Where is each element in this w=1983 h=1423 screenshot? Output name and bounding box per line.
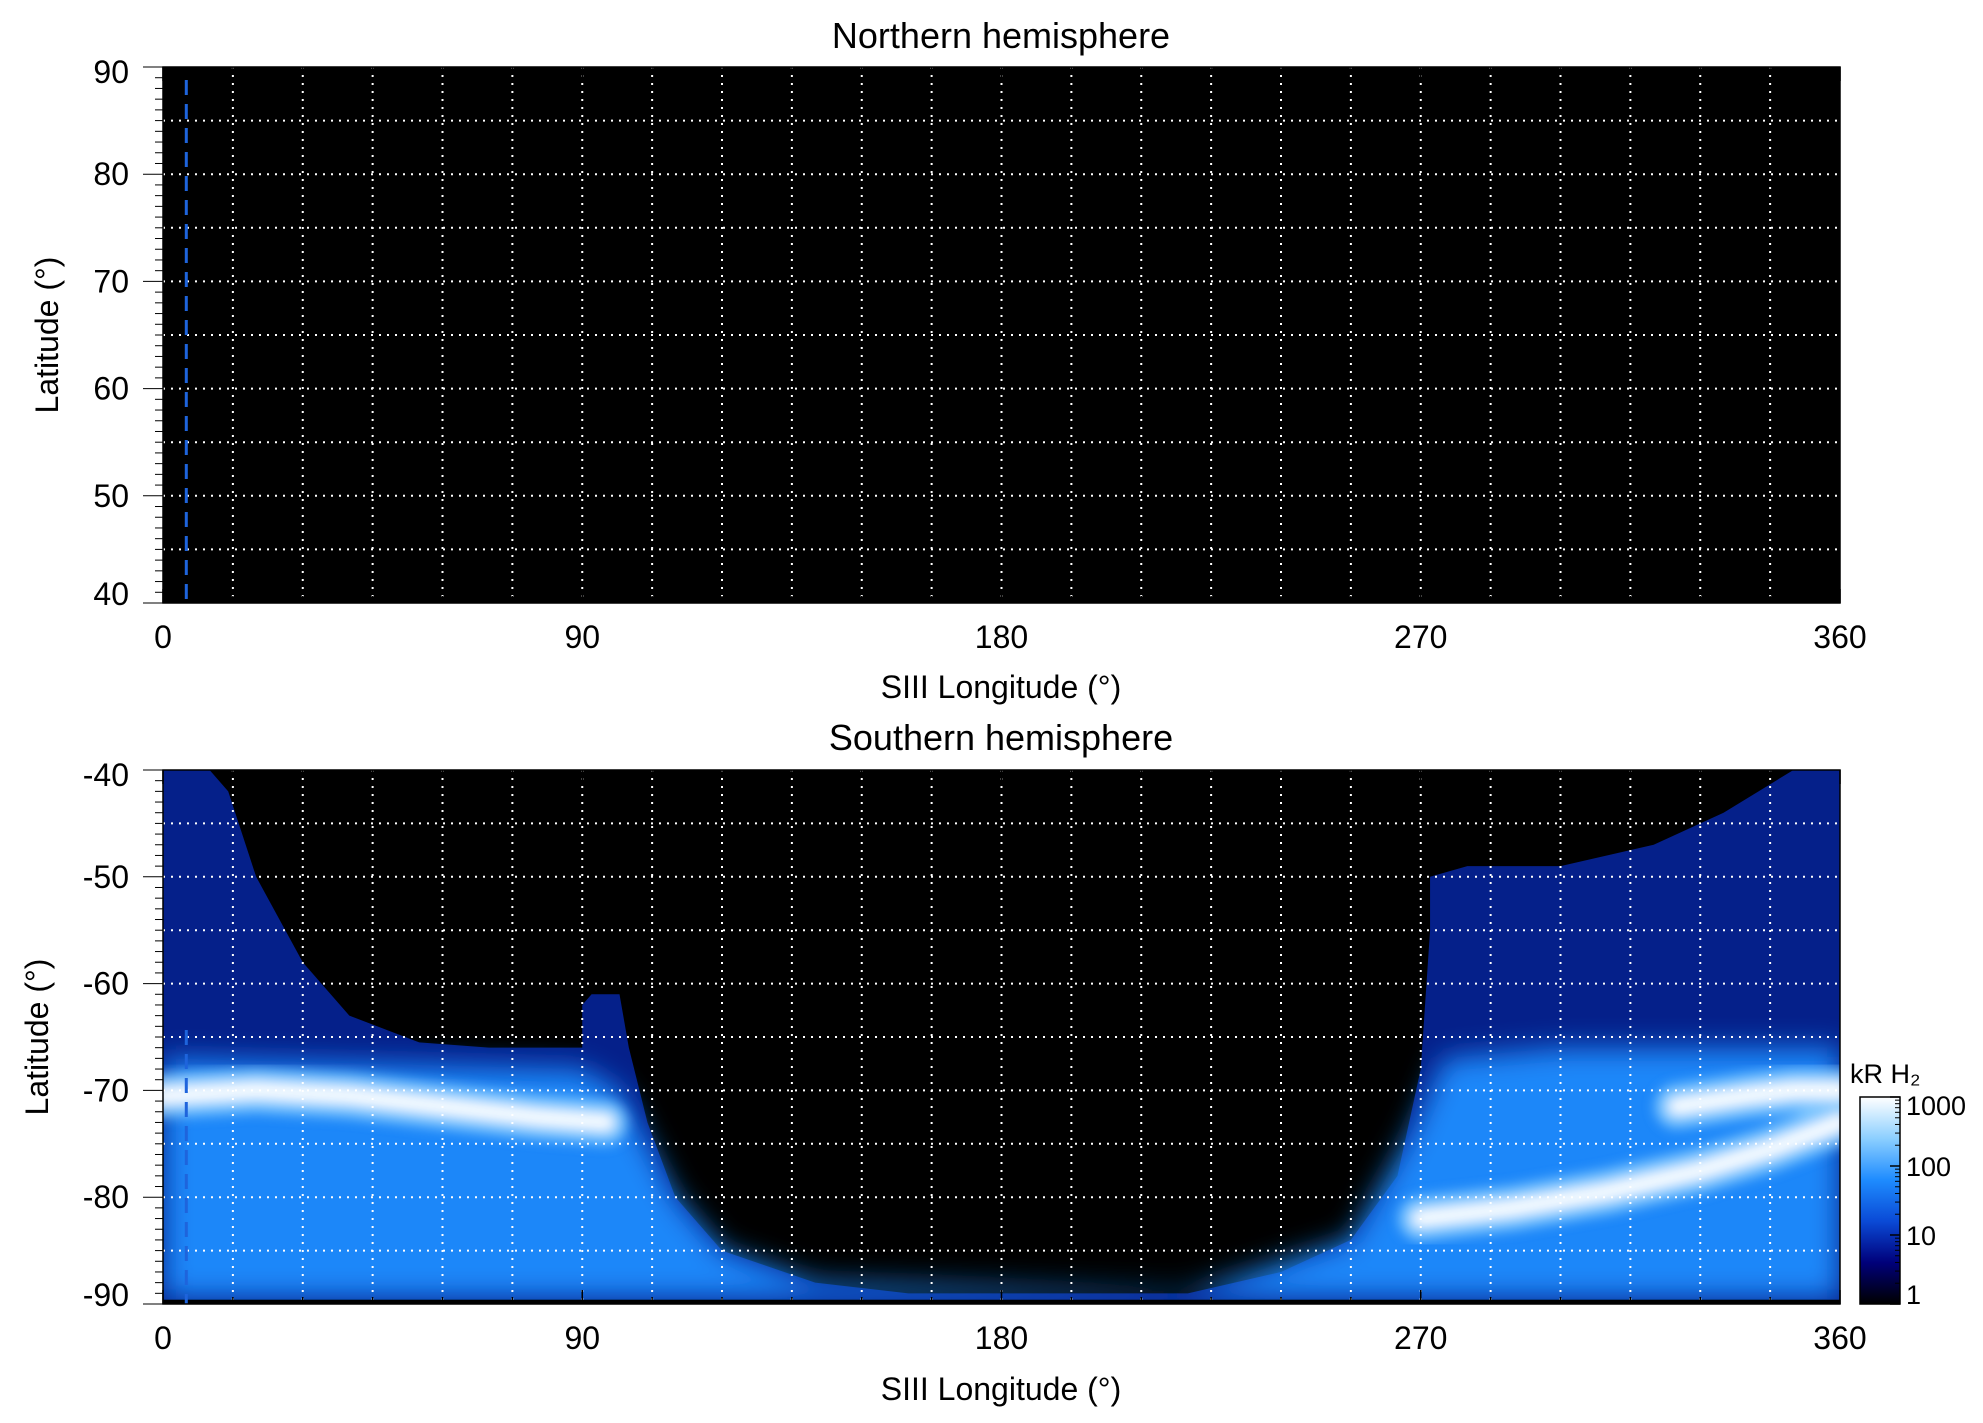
southern-auroral-bands	[163, 1068, 1840, 1241]
northern-axis-ticks	[143, 66, 1841, 604]
colorbar-tick-label: 10	[1906, 1221, 1936, 1251]
southern-x-tick-label: 90	[564, 1320, 600, 1356]
southern-y-tick-label: -40	[83, 757, 129, 793]
northern-y-tick-label: 70	[93, 263, 129, 299]
colorbar-tick-label: 100	[1906, 1152, 1951, 1182]
northern-x-tick-labels: 0 90 180 270 360	[154, 619, 1867, 655]
northern-y-tick-label: 60	[93, 371, 129, 407]
colorbar-gradient	[1859, 1096, 1901, 1305]
southern-x-tick-label: 360	[1813, 1320, 1866, 1356]
southern-y-axis-label: Latitude (°)	[19, 959, 55, 1116]
northern-y-tick-label: 40	[93, 576, 129, 612]
southern-auroral-band	[163, 1081, 615, 1132]
colorbar-ticks: 1 10 100 1000	[1890, 1091, 1966, 1310]
northern-y-tick-label: 50	[93, 478, 129, 514]
southern-x-tick-label: 270	[1394, 1320, 1447, 1356]
northern-x-tick-label: 180	[975, 619, 1028, 655]
southern-y-tick-label: -50	[83, 859, 129, 895]
colorbar-tick-label: 1	[1906, 1280, 1921, 1310]
northern-y-tick-labels: 90 80 70 60 50 40	[93, 54, 129, 612]
southern-y-tick-label: -80	[83, 1179, 129, 1215]
northern-y-tick-label: 90	[93, 54, 129, 90]
northern-y-axis-label: Latitude (°)	[29, 257, 65, 414]
southern-auroral-band	[1667, 1081, 1840, 1116]
southern-x-tick-label: 180	[975, 1320, 1028, 1356]
southern-y-tick-label: -90	[83, 1277, 129, 1313]
southern-y-tick-label: -60	[83, 966, 129, 1002]
southern-x-axis-label: SIII Longitude (°)	[881, 1371, 1121, 1407]
southern-title: Southern hemisphere	[829, 717, 1173, 758]
southern-y-tick-labels: -40 -50 -60 -70 -80 -90	[83, 757, 129, 1313]
northern-panel: Northern hemisphere 0 90 180 270 360 90 80 70 6…	[29, 15, 1867, 705]
southern-x-tick-labels: 0 90 180 270 360	[154, 1320, 1867, 1356]
northern-x-tick-label: 90	[564, 619, 600, 655]
northern-x-axis-label: SIII Longitude (°)	[881, 669, 1121, 705]
southern-grid	[163, 770, 1840, 1304]
northern-grid	[163, 67, 1840, 603]
northern-title: Northern hemisphere	[832, 15, 1170, 56]
southern-auroral-band	[1411, 1113, 1840, 1228]
northern-x-tick-label: 270	[1394, 619, 1447, 655]
colorbar-tick-label: 1000	[1906, 1091, 1966, 1121]
southern-panel: Southern hemisphere 0 90 180 270 360 -40-50-…	[19, 717, 1867, 1407]
colorbar: kR H₂ 1 10 100 1000	[1850, 1059, 1966, 1310]
southern-axis-ticks	[143, 769, 1841, 1305]
southern-x-tick-label: 0	[154, 1320, 172, 1356]
colorbar-label: kR H₂	[1850, 1059, 1920, 1089]
northern-x-tick-label: 360	[1813, 619, 1866, 655]
southern-y-tick-label: -70	[83, 1072, 129, 1108]
northern-x-tick-label: 0	[154, 619, 172, 655]
northern-y-tick-label: 80	[93, 156, 129, 192]
